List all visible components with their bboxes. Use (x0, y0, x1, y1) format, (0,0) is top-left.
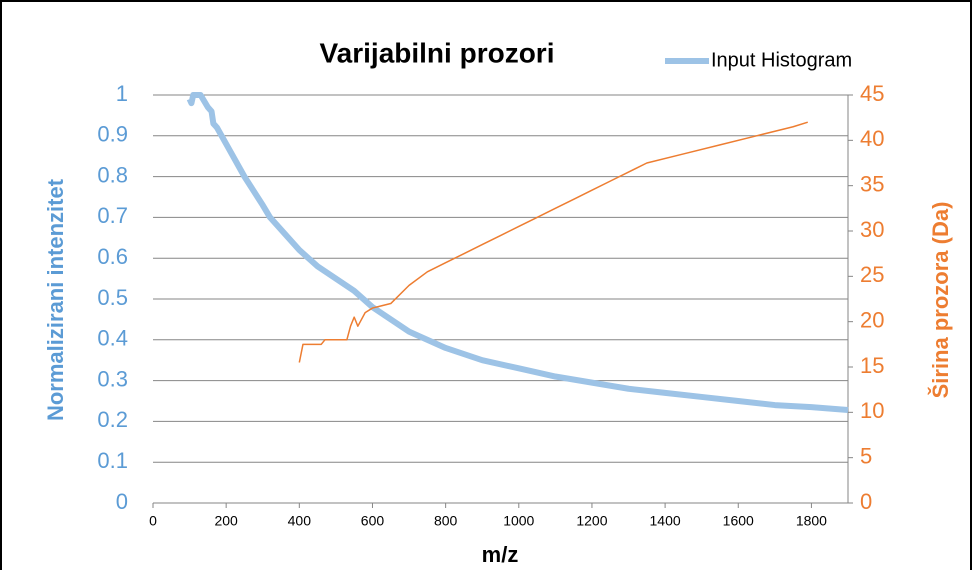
y-tick-label: 0.7 (97, 203, 128, 228)
y-axis-title: Normalizirani intenzitet (43, 178, 68, 421)
x-tick-label: 1400 (650, 513, 681, 529)
x-tick-label: 200 (214, 513, 238, 529)
x-tick-label: 1800 (796, 513, 827, 529)
y-tick-label: 0.4 (97, 326, 128, 351)
y-tick-label: 0.5 (97, 285, 128, 310)
x-tick-label: 800 (434, 513, 458, 529)
x-tick-label: 1200 (576, 513, 607, 529)
y2-tick-label: 0 (860, 489, 872, 514)
y2-tick-label: 10 (860, 398, 884, 423)
y-tick-label: 0.1 (97, 448, 128, 473)
y-tick-label: 0.6 (97, 244, 128, 269)
y-tick-label: 0.2 (97, 407, 128, 432)
y-tick-label: 0.8 (97, 162, 128, 187)
y-tick-label: 1 (116, 81, 128, 106)
x-tick-label: 1000 (503, 513, 534, 529)
y2-axis-title: Širina prozora (Da) (928, 202, 953, 399)
x-axis-title: m/z (482, 542, 519, 567)
y2-tick-label: 45 (860, 81, 884, 106)
y2-tick-label: 20 (860, 307, 884, 332)
series-line (298, 121, 808, 363)
x-tick-label: 600 (361, 513, 385, 529)
y2-tick-label: 30 (860, 217, 884, 242)
y2-tick-label: 15 (860, 353, 884, 378)
y-tick-label: 0.3 (97, 366, 128, 391)
y2-tick-label: 25 (860, 262, 884, 287)
legend-label: Input Histogram (711, 49, 852, 71)
y-tick-label: 0 (116, 489, 128, 514)
series-line (186, 92, 849, 413)
chart-title: Varijabilni prozori (320, 37, 555, 68)
x-tick-label: 0 (149, 513, 157, 529)
y-tick-label: 0.9 (97, 122, 128, 147)
y2-tick-label: 35 (860, 171, 884, 196)
x-tick-label: 1600 (723, 513, 754, 529)
x-tick-label: 400 (288, 513, 312, 529)
y2-tick-label: 5 (860, 443, 872, 468)
y2-tick-label: 40 (860, 126, 884, 151)
